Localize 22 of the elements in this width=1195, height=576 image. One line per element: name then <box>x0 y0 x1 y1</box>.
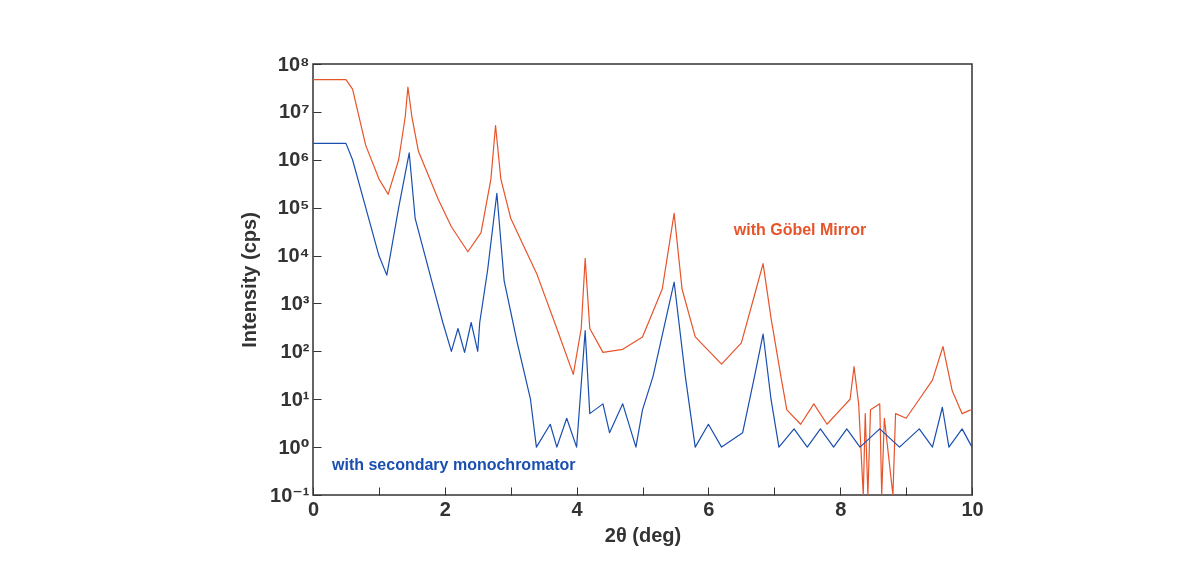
x-tick-label: 8 <box>835 497 847 520</box>
x-tick-label: 0 <box>307 497 320 520</box>
x-axis-title: 2θ (deg) <box>604 523 682 546</box>
y-tick-label: 10² <box>280 339 310 362</box>
x-tick-label: 2 <box>439 497 451 520</box>
x-tick-label: 4 <box>571 497 584 520</box>
line-series <box>313 142 972 448</box>
y-tick-label: 10⁴ <box>277 244 310 267</box>
text: with Göbel Mirror <box>732 221 867 238</box>
series-label: with secondary monochromator <box>331 456 576 473</box>
y-tick-label: 10⁻¹ <box>270 483 310 506</box>
y-tick-label: 10⁵ <box>277 196 310 219</box>
x-tick-label: 6 <box>703 497 715 520</box>
x-tick-label: 10 <box>961 497 984 520</box>
y-tick-label: 10⁸ <box>277 52 310 75</box>
y-tick-label: 10¹ <box>280 387 310 410</box>
y-tick-label: 10⁰ <box>278 435 310 458</box>
line-series <box>313 79 972 495</box>
y-axis-title: Intensity (cps) <box>238 212 261 348</box>
y-tick-label: 10⁶ <box>278 148 310 171</box>
y-tick-label: 10³ <box>280 291 310 314</box>
y-tick-label: 10⁷ <box>279 100 310 123</box>
